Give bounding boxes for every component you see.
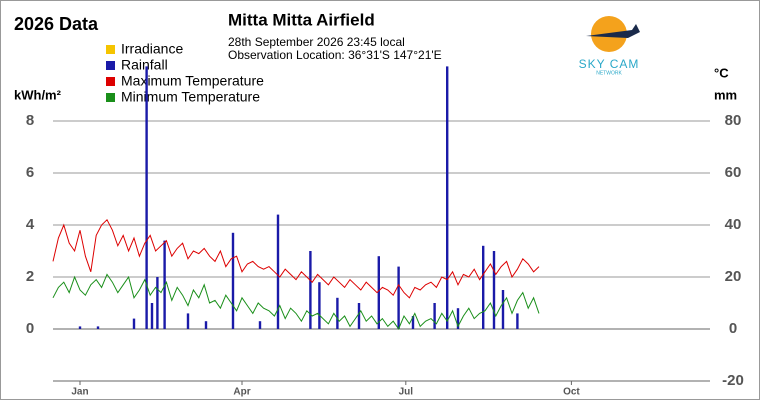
rain-bar [397, 266, 400, 329]
rain-bar [258, 321, 262, 329]
legend-label: Minimum Temperature [121, 89, 260, 105]
rain-bar [276, 214, 280, 329]
rain-bar [186, 313, 190, 329]
y2-tick-label: 20 [725, 268, 742, 285]
x-tick-label: Jul [399, 387, 414, 398]
rain-bar [492, 251, 496, 329]
rain-bar [78, 326, 82, 329]
series-line [52, 273, 540, 331]
series-line [52, 218, 540, 299]
rain-bar [336, 297, 339, 329]
legend-label: Irradiance [121, 41, 183, 57]
rain-bar [96, 326, 100, 329]
rain-bar [456, 308, 460, 329]
rain-bar [132, 318, 136, 329]
rain-bar [377, 256, 380, 329]
rain-bar [231, 232, 235, 329]
rain-bar [156, 277, 159, 329]
rain-bar [516, 313, 519, 329]
y-tick-label: 0 [26, 320, 34, 337]
rain-bar [357, 303, 361, 329]
logo-text: SKY CAM [579, 57, 640, 71]
rain-bar [309, 251, 312, 329]
subtitle: Observation Location: 36°31'S 147°21'E [228, 48, 442, 62]
logo-plane [586, 24, 640, 38]
y-axis-label: kWh/m² [14, 87, 62, 102]
rain-bar [482, 245, 485, 329]
logo: SKY CAM NETWORK [579, 16, 640, 76]
y-tick-label: 4 [26, 216, 35, 233]
rain-bar [501, 290, 505, 329]
legend-swatch [106, 77, 115, 86]
y2-tick-label: 80 [725, 112, 742, 129]
chart-title: 2026 Data [14, 14, 99, 34]
rain-bar [145, 66, 148, 330]
rain-bar [411, 316, 415, 329]
logo-tagline: NETWORK [596, 70, 622, 76]
legend-swatch [106, 45, 115, 54]
y2-tick-label: -20 [722, 372, 744, 389]
y-tick-label: 6 [26, 164, 34, 181]
rain-bar [318, 282, 321, 329]
legend-swatch [106, 61, 115, 70]
y2-tick-label: 60 [725, 164, 742, 181]
y-tick-label: 2 [26, 268, 34, 285]
y-tick-label: 8 [26, 112, 34, 129]
x-tick-label: Oct [563, 387, 580, 398]
subtitle: 28th September 2026 23:45 local [228, 35, 405, 49]
legend-label: Maximum Temperature [121, 73, 264, 89]
x-tick-label: Jan [71, 387, 88, 398]
rain-bar [150, 303, 154, 329]
legend-swatch [106, 93, 115, 102]
y2-tick-label: 40 [725, 216, 742, 233]
station: Mitta Mitta Airfield [228, 10, 375, 29]
rain-bar [204, 321, 208, 329]
y2-axis-label: °C [714, 65, 729, 80]
legend-label: Rainfall [121, 57, 168, 73]
y2-axis-label: mm [714, 87, 737, 102]
rain-bar [446, 66, 449, 330]
rain-bar [433, 303, 436, 329]
x-tick-label: Apr [233, 387, 250, 398]
y2-tick-label: 0 [729, 320, 737, 337]
